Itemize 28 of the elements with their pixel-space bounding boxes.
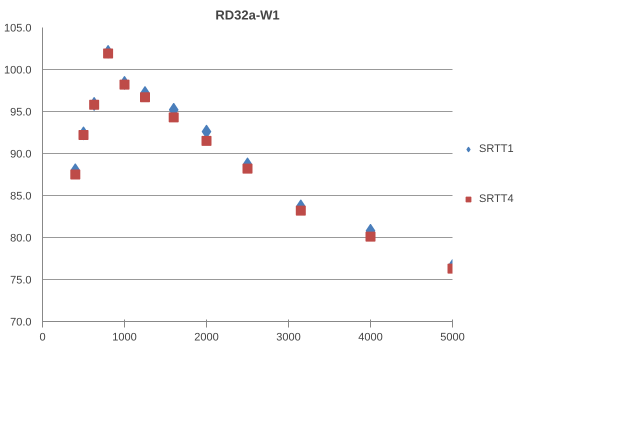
point bbox=[202, 136, 212, 146]
x-tick-label: 0 bbox=[39, 332, 46, 344]
point bbox=[242, 164, 252, 174]
chart-title: RD32a-W1 bbox=[215, 8, 280, 22]
y-tick-label: 100.0 bbox=[4, 64, 32, 76]
point bbox=[103, 48, 114, 59]
legend-label: SRTT4 bbox=[479, 193, 514, 205]
x-tick-label: 4000 bbox=[358, 332, 383, 344]
point bbox=[120, 80, 130, 90]
y-tick-label: 105.0 bbox=[4, 22, 32, 34]
x-tick-label: 2000 bbox=[194, 332, 219, 344]
point bbox=[140, 92, 150, 102]
y-tick-label: 80.0 bbox=[10, 232, 32, 244]
point bbox=[366, 232, 376, 242]
point bbox=[296, 206, 306, 216]
legend-label: SRTT1 bbox=[479, 143, 514, 155]
y-tick-label: 70.0 bbox=[10, 316, 32, 328]
point bbox=[168, 112, 179, 122]
x-tick-label: 5000 bbox=[440, 332, 465, 344]
x-tick-label: 1000 bbox=[112, 332, 137, 344]
x-tick-label: 3000 bbox=[276, 332, 301, 344]
point bbox=[89, 100, 100, 110]
point bbox=[70, 170, 80, 180]
y-tick-label: 85.0 bbox=[10, 190, 32, 202]
y-tick-label: 90.0 bbox=[10, 148, 32, 160]
point bbox=[78, 130, 88, 140]
y-tick-label: 75.0 bbox=[10, 274, 32, 286]
y-tick-label: 95.0 bbox=[10, 106, 32, 118]
